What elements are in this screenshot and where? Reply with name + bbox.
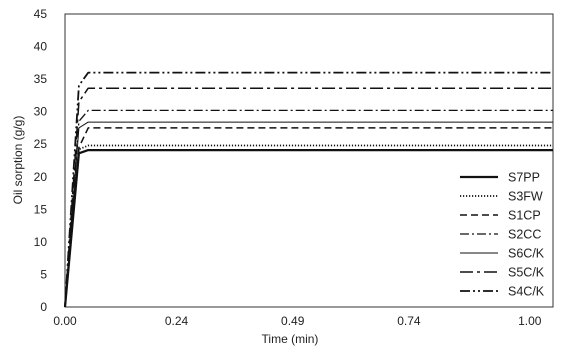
x-tick-label: 0.24	[165, 314, 189, 328]
x-tick-label: 1.00	[518, 314, 542, 328]
y-tick-label: 10	[34, 235, 48, 249]
series-line-s7pp	[63, 149, 553, 308]
series-lines	[63, 71, 553, 308]
y-tick-label: 45	[34, 7, 48, 21]
x-tick-label: 0.49	[281, 314, 305, 328]
legend-label: S5C/K	[508, 266, 545, 280]
legend-label: S4C/K	[508, 285, 545, 299]
legend-label: S1CP	[508, 209, 541, 223]
series-line-s2cc	[64, 109, 553, 308]
y-tick-label: 35	[34, 72, 48, 86]
series-line-s3fw	[64, 144, 553, 308]
y-tick-label: 40	[34, 40, 48, 54]
series-line-s4c-k	[64, 71, 553, 308]
legend-label: S6C/K	[508, 247, 545, 261]
y-axis-title: Oil sorption (g/g)	[11, 116, 25, 205]
legend: S7PP S3FW S1CP S2CC S6C/K S5C/K S4C/K	[460, 171, 545, 299]
x-axis-title: Time (min)	[262, 332, 319, 346]
x-tick-label: 0.00	[53, 314, 77, 328]
legend-label: S3FW	[508, 190, 543, 204]
x-tick-labels: 0.00 0.24 0.49 0.74 1.00	[53, 314, 541, 328]
x-tick-label: 0.74	[397, 314, 421, 328]
series-line-s5c-k	[64, 87, 553, 308]
y-tick-label: 20	[34, 170, 48, 184]
series-line-s6c-k	[64, 121, 553, 308]
y-tick-label: 15	[34, 202, 48, 216]
legend-label: S7PP	[508, 171, 540, 185]
series-line-s1cp	[64, 127, 553, 308]
y-tick-label: 25	[34, 137, 48, 151]
plot-frame	[64, 13, 554, 308]
y-tick-label: 30	[34, 105, 48, 119]
y-tick-labels: 0 5 10 15 20 25 30 35 40 45	[34, 7, 48, 314]
y-tick-label: 5	[40, 267, 47, 281]
y-tick-label: 0	[40, 300, 47, 314]
legend-label: S2CC	[508, 228, 541, 242]
